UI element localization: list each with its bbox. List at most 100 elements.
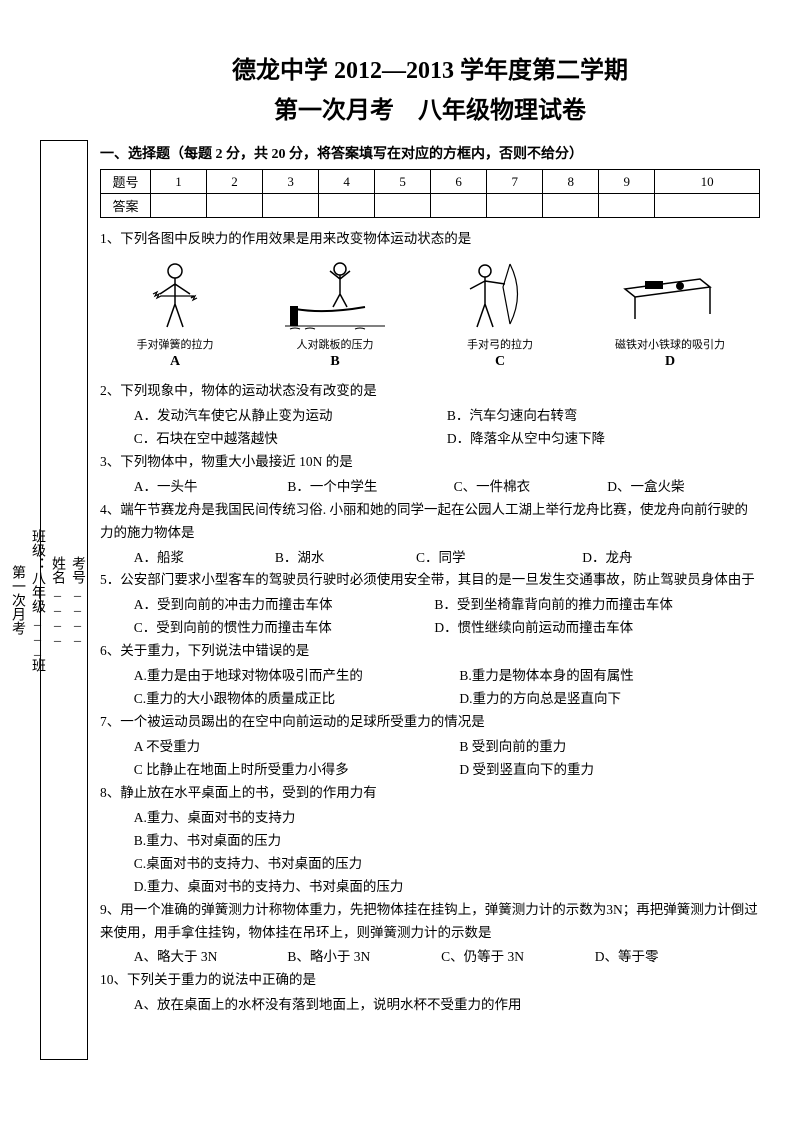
page-title-2: 第一次月考 八年级物理试卷 [100, 90, 760, 125]
q3-a: A．一头牛 [134, 476, 284, 499]
answer-cell[interactable] [207, 194, 263, 218]
q8-b: B.重力、书对桌面的压力 [134, 830, 281, 853]
q5-options: A．受到向前的冲击力而撞击车体B．受到坐椅靠背向前的推力而撞击车体 C．受到向前… [100, 594, 760, 640]
q3-c: C、一件棉衣 [454, 476, 604, 499]
cell: 9 [599, 170, 655, 194]
q9-c: C、仍等于 3N [441, 946, 591, 969]
binding-label-name: 姓名 [47, 556, 67, 584]
cell: 2 [207, 170, 263, 194]
q3-d: D、一盒火柴 [607, 476, 684, 499]
q6-a: A.重力是由于地球对物体吸引而产生的 [134, 665, 460, 688]
title2-right: 八年级物理试卷 [418, 98, 586, 124]
q4-text: 4、端午节赛龙舟是我国民间传统习俗. 小丽和她的同学一起在公园人工湖上举行龙舟比… [100, 499, 760, 545]
q2-d: D．降落伞从空中匀速下降 [447, 428, 605, 451]
answer-cell[interactable] [151, 194, 207, 218]
archer-icon [455, 259, 545, 334]
q9-d: D、等于零 [595, 946, 659, 969]
q6-d: D.重力的方向总是竖直向下 [459, 688, 621, 711]
cell: 5 [375, 170, 431, 194]
binding-label-class-prefix: 班级：八年级 [27, 529, 47, 613]
q7-a: A 不受重力 [134, 736, 460, 759]
binding-label-examname: 第一次月考 [7, 565, 27, 635]
fig-d-caption: 磁铁对小铁球的吸引力 [615, 336, 725, 352]
answer-cell[interactable] [543, 194, 599, 218]
q5-a: A．受到向前的冲击力而撞击车体 [134, 594, 435, 617]
q2-b: B．汽车匀速向右转弯 [447, 405, 578, 428]
q4-b: B．湖水 [275, 547, 413, 570]
fig-d-label: D [615, 354, 725, 370]
fig-c-label: C [455, 354, 545, 370]
q10-options: A、放在桌面上的水杯没有落到地面上，说明水杯不受重力的作用 [100, 994, 760, 1017]
q7-options: A 不受重力B 受到向前的重力 C 比静止在地面上时所受重力小得多D 受到竖直向… [100, 736, 760, 782]
binding-class: 班级：八年级___班 [27, 529, 47, 672]
fig-b-label: B [285, 354, 385, 370]
q5-c: C．受到向前的惯性力而撞击车体 [134, 617, 435, 640]
cell: 7 [487, 170, 543, 194]
q7-d: D 受到竖直向下的重力 [459, 759, 594, 782]
title2-left: 第一次月考 [274, 98, 394, 124]
q8-c: C.桌面对书的支持力、书对桌面的压力 [134, 853, 362, 876]
spring-person-icon [135, 259, 215, 334]
fig-a-label: A [135, 354, 215, 370]
q8-d: D.重力、桌面对书的支持力、书对桌面的压力 [134, 876, 404, 899]
fig-b-caption: 人对跳板的压力 [285, 336, 385, 352]
q2-text: 2、下列现象中，物体的运动状态没有改变的是 [100, 380, 760, 403]
cell: 1 [151, 170, 207, 194]
answer-cell[interactable] [599, 194, 655, 218]
q9-b: B、略小于 3N [287, 946, 437, 969]
diving-board-icon [285, 259, 385, 334]
row-label-ans: 答案 [101, 194, 151, 218]
table-row: 题号 1 2 3 4 5 6 7 8 9 10 [101, 170, 760, 194]
answer-cell[interactable] [487, 194, 543, 218]
q5-b: B．受到坐椅靠背向前的推力而撞击车体 [434, 594, 673, 617]
binding-exam-id: 考号____ [67, 556, 87, 644]
q4-c: C．同学 [416, 547, 579, 570]
q9-text: 9、用一个准确的弹簧测力计称物体重力，先把物体挂在挂钩上，弹簧测力计的示数为3N… [100, 899, 760, 945]
q10-a: A、放在桌面上的水杯没有落到地面上，说明水杯不受重力的作用 [134, 994, 522, 1017]
q3-text: 3、下列物体中，物重大小最接近 10N 的是 [100, 451, 760, 474]
row-label-num: 题号 [101, 170, 151, 194]
q6-b: B.重力是物体本身的固有属性 [459, 665, 633, 688]
binding-name: 姓名____ [47, 556, 67, 644]
answer-cell[interactable] [375, 194, 431, 218]
fig-b: 人对跳板的压力 B [285, 259, 385, 370]
q4-a: A．船浆 [134, 547, 272, 570]
q8-text: 8、静止放在水平桌面上的书，受到的作用力有 [100, 782, 760, 805]
cell: 3 [263, 170, 319, 194]
q4-options: A．船浆 B．湖水 C．同学 D．龙舟 [100, 547, 760, 570]
q1-figures: 手对弹簧的拉力 A 人对跳板的压力 B 手对弓的拉力 C 磁铁对小铁球的吸引力 [100, 259, 760, 370]
section-1-title: 一、选择题（每题 2 分，共 20 分，将答案填写在对应的方框内，否则不给分） [100, 143, 760, 163]
fig-a: 手对弹簧的拉力 A [135, 259, 215, 370]
q1-text: 1、下列各图中反映力的作用效果是用来改变物体运动状态的是 [100, 228, 760, 251]
fig-c: 手对弓的拉力 C [455, 259, 545, 370]
cell: 8 [543, 170, 599, 194]
cell: 10 [655, 170, 760, 194]
q8-options: A.重力、桌面对书的支持力 B.重力、书对桌面的压力 C.桌面对书的支持力、书对… [100, 807, 760, 899]
cell: 6 [431, 170, 487, 194]
table-row: 答案 [101, 194, 760, 218]
magnet-ball-icon [615, 259, 725, 334]
q9-options: A、略大于 3N B、略小于 3N C、仍等于 3N D、等于零 [100, 946, 760, 969]
q3-b: B．一个中学生 [287, 476, 450, 499]
q5-d: D．惯性继续向前运动而撞击车体 [434, 617, 633, 640]
answer-table: 题号 1 2 3 4 5 6 7 8 9 10 答案 [100, 169, 760, 218]
q6-options: A.重力是由于地球对物体吸引而产生的B.重力是物体本身的固有属性 C.重力的大小… [100, 665, 760, 711]
q8-a: A.重力、桌面对书的支持力 [134, 807, 296, 830]
binding-strip: 考号____ 姓名____ 班级：八年级___班 第一次月考 [40, 140, 88, 1060]
cell: 4 [319, 170, 375, 194]
fig-c-caption: 手对弓的拉力 [455, 336, 545, 352]
fig-a-caption: 手对弹簧的拉力 [135, 336, 215, 352]
q5-text: 5．公安部门要求小型客车的驾驶员行驶时必须使用安全带，其目的是一旦发生交通事故，… [100, 569, 760, 592]
q2-c: C．石块在空中越落越快 [134, 428, 447, 451]
answer-cell[interactable] [263, 194, 319, 218]
binding-label-examid: 考号 [67, 556, 87, 584]
answer-cell[interactable] [655, 194, 760, 218]
q2-a: A．发动汽车使它从静止变为运动 [134, 405, 447, 428]
answer-cell[interactable] [319, 194, 375, 218]
q10-text: 10、下列关于重力的说法中正确的是 [100, 969, 760, 992]
q7-text: 7、一个被运动员踢出的在空中向前运动的足球所受重力的情况是 [100, 711, 760, 734]
binding-label-class-suffix: 班 [27, 658, 47, 672]
q7-c: C 比静止在地面上时所受重力小得多 [134, 759, 460, 782]
binding-exam-name: 第一次月考 [7, 565, 27, 635]
answer-cell[interactable] [431, 194, 487, 218]
